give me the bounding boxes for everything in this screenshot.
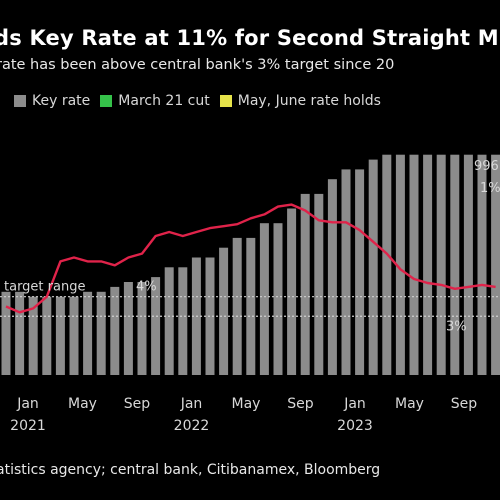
key-rate-bar <box>273 223 283 375</box>
legend-label-rate-holds: May, June rate holds <box>237 93 381 109</box>
legend-item-key-rate: Key rate <box>14 93 90 109</box>
key-rate-bar <box>28 296 38 375</box>
key-rate-bar <box>15 291 25 375</box>
x-tick-label: Sep <box>124 396 151 412</box>
inflation-line <box>5 203 496 314</box>
annotation-target-value: 4% <box>136 280 157 295</box>
key-rate-bar <box>246 237 256 375</box>
legend-swatch-rate-holds <box>219 95 232 107</box>
key-rate-bar <box>123 282 133 375</box>
annotation-target-range: target range <box>4 280 85 295</box>
key-rate-bar <box>327 179 337 375</box>
annotation-right-mid: 1% <box>480 181 500 196</box>
key-rate-bar <box>423 154 433 375</box>
key-rate-bar <box>436 154 446 375</box>
legend-swatch-key-rate <box>14 95 26 107</box>
key-rate-bar <box>395 154 405 375</box>
key-rate-bar <box>382 154 392 375</box>
key-rate-bar <box>110 286 120 375</box>
key-rate-bar <box>69 296 79 375</box>
key-rate-bar <box>55 296 65 375</box>
key-rate-bar <box>1 291 11 375</box>
chart-source: atistics agency; central bank, Citibanam… <box>0 462 381 478</box>
key-rate-bar <box>232 237 242 375</box>
legend-item-march-cut: March 21 cut <box>100 93 210 109</box>
x-tick-label: Sep <box>287 396 314 412</box>
x-tick-label: Sep <box>451 396 478 412</box>
x-tick-year-label: 2021 <box>10 418 46 434</box>
key-rate-bar <box>314 193 324 375</box>
x-tick-label: May <box>232 396 261 412</box>
x-tick-label: May <box>395 396 424 412</box>
x-tick-year-label: 2022 <box>174 418 210 434</box>
x-tick-label: Jan <box>16 396 39 412</box>
key-rate-bar <box>300 193 310 375</box>
key-rate-bar <box>42 296 52 375</box>
x-tick-label: Jan <box>180 396 203 412</box>
legend-item-rate-holds: May, June rate holds <box>219 93 381 109</box>
legend-label-key-rate: Key rate <box>32 93 91 109</box>
key-rate-bar <box>151 277 161 375</box>
x-tick-year-label: 2023 <box>337 418 373 434</box>
legend: Key rate March 21 cut May, June rate hol… <box>14 93 381 109</box>
annotation-lower-right: 3% <box>446 319 467 334</box>
key-rate-bar <box>164 267 174 375</box>
legend-swatch-march-cut <box>100 95 113 107</box>
x-tick-label: Jan <box>343 396 366 412</box>
key-rate-bar <box>341 169 351 375</box>
key-rate-bar <box>287 208 297 375</box>
key-rate-bar <box>259 223 269 375</box>
x-tick-label: May <box>68 396 97 412</box>
chart-title: ds Key Rate at 11% for Second Straight M <box>0 26 499 50</box>
key-rate-bar <box>450 154 460 375</box>
key-rate-bar <box>137 282 147 375</box>
key-rate-bar <box>477 154 487 375</box>
key-rate-bar <box>219 247 229 375</box>
key-rate-bar <box>178 267 188 375</box>
key-rate-bar <box>83 291 93 375</box>
chart-subtitle: rate has been above central bank's 3% ta… <box>0 57 395 73</box>
key-rate-bar <box>355 169 365 375</box>
key-rate-bar <box>96 291 106 375</box>
key-rate-bar <box>409 154 419 375</box>
legend-label-march-cut: March 21 cut <box>118 93 210 109</box>
key-rate-bar <box>463 154 473 375</box>
annotation-right-top: 996 <box>474 159 499 174</box>
key-rate-bar <box>368 159 378 375</box>
key-rate-bar <box>491 154 500 375</box>
